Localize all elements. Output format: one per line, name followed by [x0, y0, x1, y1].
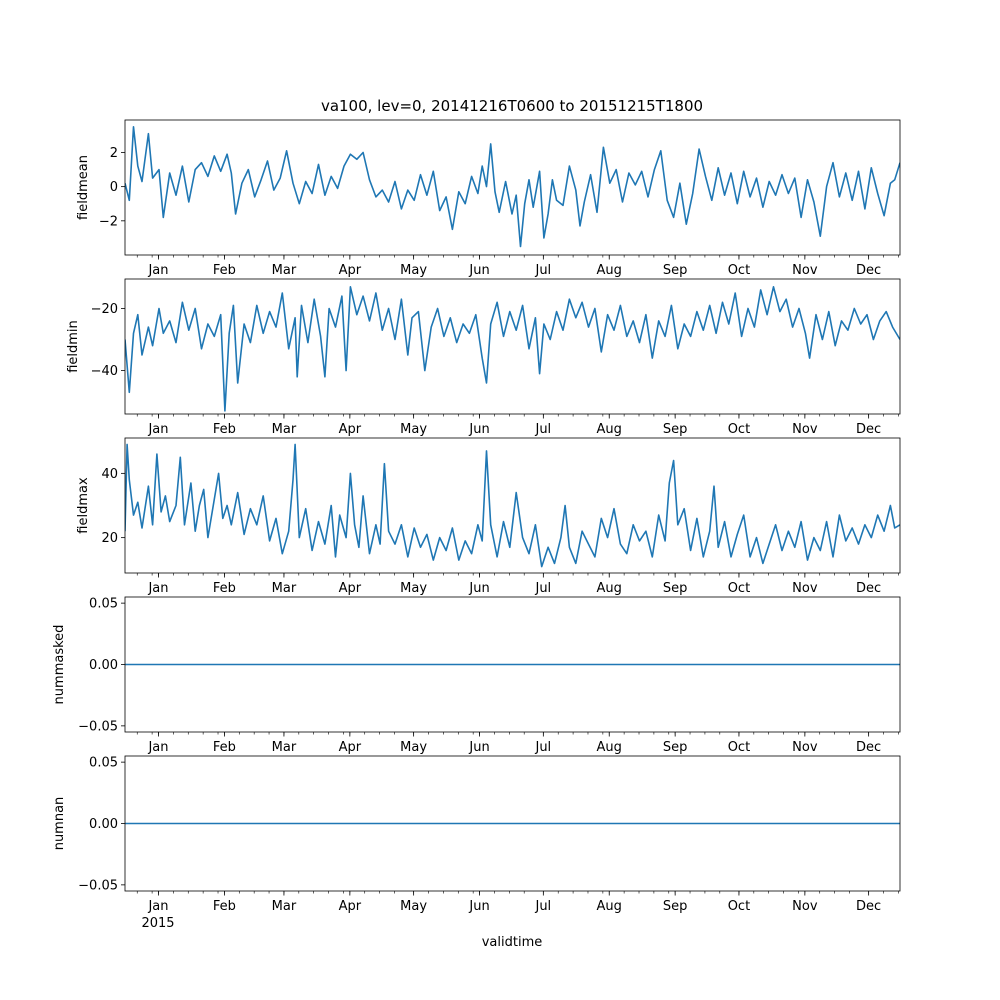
x-tick-label: Aug: [597, 581, 622, 596]
x-tick-label: Apr: [339, 740, 362, 755]
x-tick-label: Jun: [468, 899, 489, 914]
x-tick-label: May: [400, 581, 427, 596]
x-tick-label: Jan: [147, 263, 168, 278]
y-tick-label: −40: [91, 364, 118, 379]
x-tick-label: Nov: [792, 263, 818, 278]
series-line-fieldmax: [125, 443, 900, 568]
x-tick-label: Jul: [534, 899, 551, 914]
y-tick-label: −20: [91, 302, 118, 317]
x-tick-label: Sep: [663, 581, 688, 596]
x-tick-label: Jan: [147, 422, 168, 437]
x-tick-label: Dec: [856, 263, 881, 278]
panel-frame: [124, 437, 901, 574]
panel-numnan: −0.05 0.00 0.05 numnan Jan Feb Mar Apr May Jun Jul…: [52, 755, 901, 914]
x-tick-label: Apr: [339, 899, 362, 914]
x-tick-label: Nov: [792, 581, 818, 596]
x-tick-label: Mar: [272, 899, 297, 914]
x-tick-label: May: [400, 263, 427, 278]
chart-title: va100, lev=0, 20141216T0600 to 20151215T…: [321, 97, 703, 115]
x-tick-label: May: [400, 422, 427, 437]
x-tick-label: Apr: [339, 422, 362, 437]
x-tick-label: Mar: [272, 581, 297, 596]
x-tick-label: Nov: [792, 422, 818, 437]
y-tick-label: 40: [101, 467, 118, 482]
y-tick-label: 20: [101, 531, 118, 546]
x-tick-label: Apr: [339, 263, 362, 278]
panel-fieldmean: −2 0 2 fieldmean Jan Feb Mar Apr May Jun Jul Aug Sep…: [76, 119, 901, 278]
x-tick-label: Feb: [213, 263, 236, 278]
x-tick-label: Mar: [272, 263, 297, 278]
x-tick-label: Apr: [339, 581, 362, 596]
x-tick-label: Dec: [856, 422, 881, 437]
x-tick-label: Dec: [856, 581, 881, 596]
y-tick-label: 0.05: [89, 597, 118, 612]
x-tick-label: Nov: [792, 740, 818, 755]
x-tick-label: Feb: [213, 422, 236, 437]
x-tick-label: Sep: [663, 422, 688, 437]
y-tick-label: −0.05: [78, 878, 118, 893]
x-tick-label: Dec: [856, 899, 881, 914]
x-tick-label: Mar: [272, 422, 297, 437]
x-tick-label: Mar: [272, 740, 297, 755]
x-tick-label: May: [400, 740, 427, 755]
y-tick-label: 2: [110, 146, 118, 161]
x-tick-label: Oct: [728, 899, 750, 914]
year-label: 2015: [141, 916, 174, 931]
x-tick-label: Jul: [534, 581, 551, 596]
y-axis-label: fieldmin: [66, 320, 81, 373]
x-tick-label: Aug: [597, 263, 622, 278]
x-tick-label: Jan: [147, 740, 168, 755]
x-tick-label: Sep: [663, 899, 688, 914]
y-axis-label: nummasked: [52, 625, 67, 705]
panel-frame: [124, 278, 901, 415]
x-tick-label: Jun: [468, 263, 489, 278]
y-tick-label: −2: [99, 214, 118, 229]
series-line-fieldmin: [125, 285, 900, 412]
x-tick-label: Oct: [728, 581, 750, 596]
x-tick-label: Feb: [213, 740, 236, 755]
x-axis-label: validtime: [482, 935, 543, 950]
x-tick-label: Oct: [728, 740, 750, 755]
x-tick-label: Jun: [468, 581, 489, 596]
x-tick-label: May: [400, 899, 427, 914]
x-tick-label: Aug: [597, 422, 622, 437]
panel-fieldmin: −40 −20 fieldmin Jan Feb Mar Apr May Jun Jul Aug Se…: [66, 278, 901, 437]
series-line-fieldmean: [125, 126, 900, 248]
panel-fieldmax: 20 40 fieldmax Jan Feb Mar Apr May Jun Jul Aug Sep O…: [76, 437, 901, 596]
y-axis-label: fieldmean: [76, 155, 91, 220]
y-axis-label: fieldmax: [76, 477, 91, 534]
y-tick-label: 0.05: [89, 756, 118, 771]
y-tick-label: 0.00: [89, 817, 118, 832]
x-tick-label: Jul: [534, 740, 551, 755]
x-tick-label: Aug: [597, 740, 622, 755]
x-tick-label: Jul: [534, 422, 551, 437]
x-tick-label: Jan: [147, 899, 168, 914]
x-tick-label: Jun: [468, 740, 489, 755]
x-tick-label: Sep: [663, 263, 688, 278]
panel-nummasked: −0.05 0.00 0.05 nummasked Jan Feb Mar Apr May Jun…: [52, 596, 901, 755]
x-tick-label: Nov: [792, 899, 818, 914]
x-tick-label: Dec: [856, 740, 881, 755]
x-tick-label: Jul: [534, 263, 551, 278]
x-tick-label: Aug: [597, 899, 622, 914]
y-axis-label: numnan: [52, 797, 67, 851]
y-tick-label: 0: [110, 180, 118, 195]
x-tick-label: Oct: [728, 263, 750, 278]
x-tick-label: Jun: [468, 422, 489, 437]
x-tick-label: Feb: [213, 899, 236, 914]
x-tick-label: Sep: [663, 740, 688, 755]
x-tick-label: Feb: [213, 581, 236, 596]
y-tick-label: 0.00: [89, 658, 118, 673]
x-tick-label: Jan: [147, 581, 168, 596]
y-tick-label: −0.05: [78, 719, 118, 734]
panel-frame: [124, 119, 901, 256]
x-tick-label: Oct: [728, 422, 750, 437]
